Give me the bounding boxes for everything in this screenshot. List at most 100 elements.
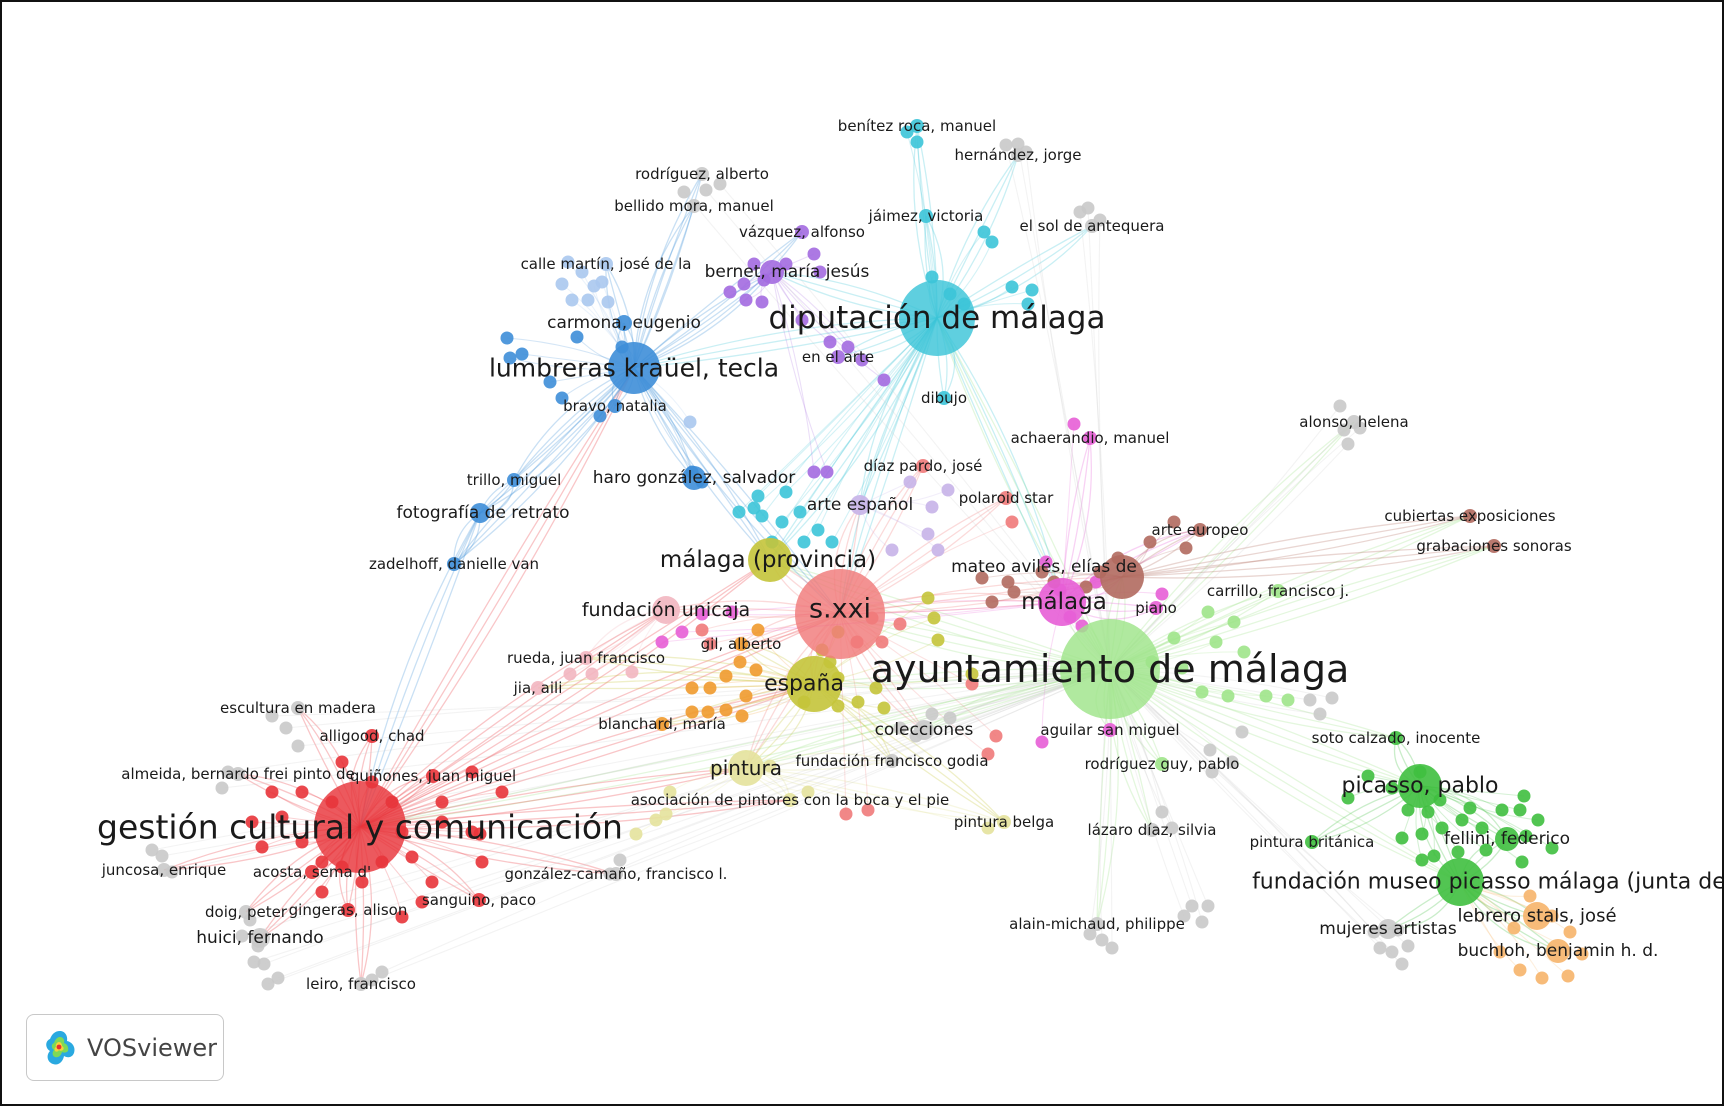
network-node-minor[interactable]	[275, 810, 289, 824]
network-node-haro[interactable]	[682, 466, 706, 490]
network-node-minor[interactable]	[1475, 821, 1489, 835]
network-node-minor[interactable]	[1221, 689, 1235, 703]
network-node-minor[interactable]	[1563, 925, 1577, 939]
network-node-minor[interactable]	[1519, 829, 1533, 843]
network-node-minor[interactable]	[820, 465, 834, 479]
network-node-minor[interactable]	[465, 765, 479, 779]
network-node-buchloh[interactable]	[1546, 939, 1570, 963]
network-node-minor[interactable]	[749, 663, 763, 677]
network-node-enelarte[interactable]	[831, 350, 845, 364]
network-node-minor[interactable]	[751, 489, 765, 503]
network-node-piano[interactable]	[1149, 601, 1163, 615]
network-node-minor[interactable]	[1201, 899, 1215, 913]
network-node-bernet[interactable]	[760, 260, 784, 284]
network-node-minor[interactable]	[1361, 769, 1375, 783]
network-node-juncosa[interactable]	[157, 863, 171, 877]
network-node-minor[interactable]	[893, 617, 907, 631]
network-node-minor[interactable]	[1035, 565, 1049, 579]
network-node-almeida[interactable]	[231, 767, 245, 781]
network-node-minor[interactable]	[981, 747, 995, 761]
network-node-minor[interactable]	[965, 677, 979, 691]
network-node-minor[interactable]	[1175, 661, 1189, 675]
network-node-gestion[interactable]	[314, 781, 406, 873]
network-node-fundunicaja[interactable]	[652, 596, 680, 624]
network-node-minor[interactable]	[675, 625, 689, 639]
network-node-minor[interactable]	[931, 633, 945, 647]
network-node-minor[interactable]	[295, 835, 309, 849]
network-node-minor[interactable]	[625, 665, 639, 679]
network-node-alligood[interactable]	[365, 729, 379, 743]
network-node-minor[interactable]	[575, 265, 589, 279]
network-node-minor[interactable]	[1427, 849, 1441, 863]
network-node-fundpicasso[interactable]	[1436, 858, 1484, 906]
network-node-minor[interactable]	[779, 485, 793, 499]
network-node-malaga[interactable]	[1038, 578, 1086, 626]
network-node-trillo[interactable]	[507, 473, 521, 487]
network-node-minor[interactable]	[1281, 693, 1295, 707]
network-node-minor[interactable]	[291, 739, 305, 753]
network-node-minor[interactable]	[723, 285, 737, 299]
network-node-minor[interactable]	[1225, 755, 1239, 769]
network-node-minor[interactable]	[1167, 515, 1181, 529]
network-node-aguilar[interactable]	[1103, 723, 1117, 737]
network-node-minor[interactable]	[900, 125, 914, 139]
network-node-minor[interactable]	[695, 607, 709, 621]
network-node-minor[interactable]	[683, 415, 697, 429]
network-node-minor[interactable]	[581, 293, 595, 307]
network-node-asociacion[interactable]	[783, 793, 797, 807]
network-node-minor[interactable]	[629, 827, 643, 841]
network-node-minor[interactable]	[595, 275, 609, 289]
network-node-minor[interactable]	[747, 501, 761, 515]
network-node-minor[interactable]	[747, 257, 761, 271]
network-node-minor[interactable]	[500, 331, 514, 345]
network-node-alonso[interactable]	[1347, 415, 1361, 429]
network-node-mujeres[interactable]	[1378, 919, 1398, 939]
network-node-minor[interactable]	[877, 373, 891, 387]
network-node-minor[interactable]	[1385, 945, 1399, 959]
network-node-minor[interactable]	[703, 681, 717, 695]
network-node-minor[interactable]	[709, 763, 723, 777]
network-node-minor[interactable]	[1495, 803, 1509, 817]
network-node-minor[interactable]	[739, 293, 753, 307]
network-node-minor[interactable]	[807, 465, 821, 479]
network-node-minor[interactable]	[735, 709, 749, 723]
network-node-minor[interactable]	[677, 185, 691, 199]
network-node-minor[interactable]	[701, 705, 715, 719]
network-node-minor[interactable]	[435, 815, 449, 829]
network-node-minor[interactable]	[1195, 685, 1209, 699]
network-node-minor[interactable]	[593, 409, 607, 423]
network-node-minor[interactable]	[977, 225, 991, 239]
network-node-minor[interactable]	[335, 755, 349, 769]
network-node-minor[interactable]	[295, 785, 309, 799]
network-node-blanchard[interactable]	[655, 717, 669, 731]
network-node-fotoretrato[interactable]	[470, 503, 490, 523]
network-node-minor[interactable]	[1535, 971, 1549, 985]
network-node-minor[interactable]	[265, 709, 279, 723]
network-node-calle[interactable]	[599, 257, 613, 271]
network-node-minor[interactable]	[851, 695, 865, 709]
network-node-minor[interactable]	[365, 973, 379, 987]
network-node-minor[interactable]	[1067, 417, 1081, 431]
network-node-polaroid[interactable]	[999, 491, 1013, 505]
network-node-minor[interactable]	[1337, 423, 1351, 437]
network-node-zadelhoff[interactable]	[447, 557, 461, 571]
network-node-minor[interactable]	[565, 293, 579, 307]
network-node-minor[interactable]	[719, 703, 733, 717]
network-node-minor[interactable]	[1143, 535, 1157, 549]
network-node-minor[interactable]	[989, 729, 1003, 743]
network-node-gingeras[interactable]	[341, 903, 355, 917]
network-node-minor[interactable]	[855, 353, 869, 367]
network-node-minor[interactable]	[811, 523, 825, 537]
network-node-minor[interactable]	[1401, 939, 1415, 953]
network-node-pintura[interactable]	[728, 750, 764, 786]
network-node-minor[interactable]	[1001, 575, 1015, 589]
network-node-bellido[interactable]	[687, 199, 701, 213]
network-node-minor[interactable]	[869, 681, 883, 695]
network-node-minor[interactable]	[1165, 821, 1179, 835]
network-node-gonzalezcamano[interactable]	[609, 867, 623, 881]
network-node-minor[interactable]	[1479, 843, 1493, 857]
network-node-minor[interactable]	[981, 821, 995, 835]
network-node-minor[interactable]	[685, 681, 699, 695]
